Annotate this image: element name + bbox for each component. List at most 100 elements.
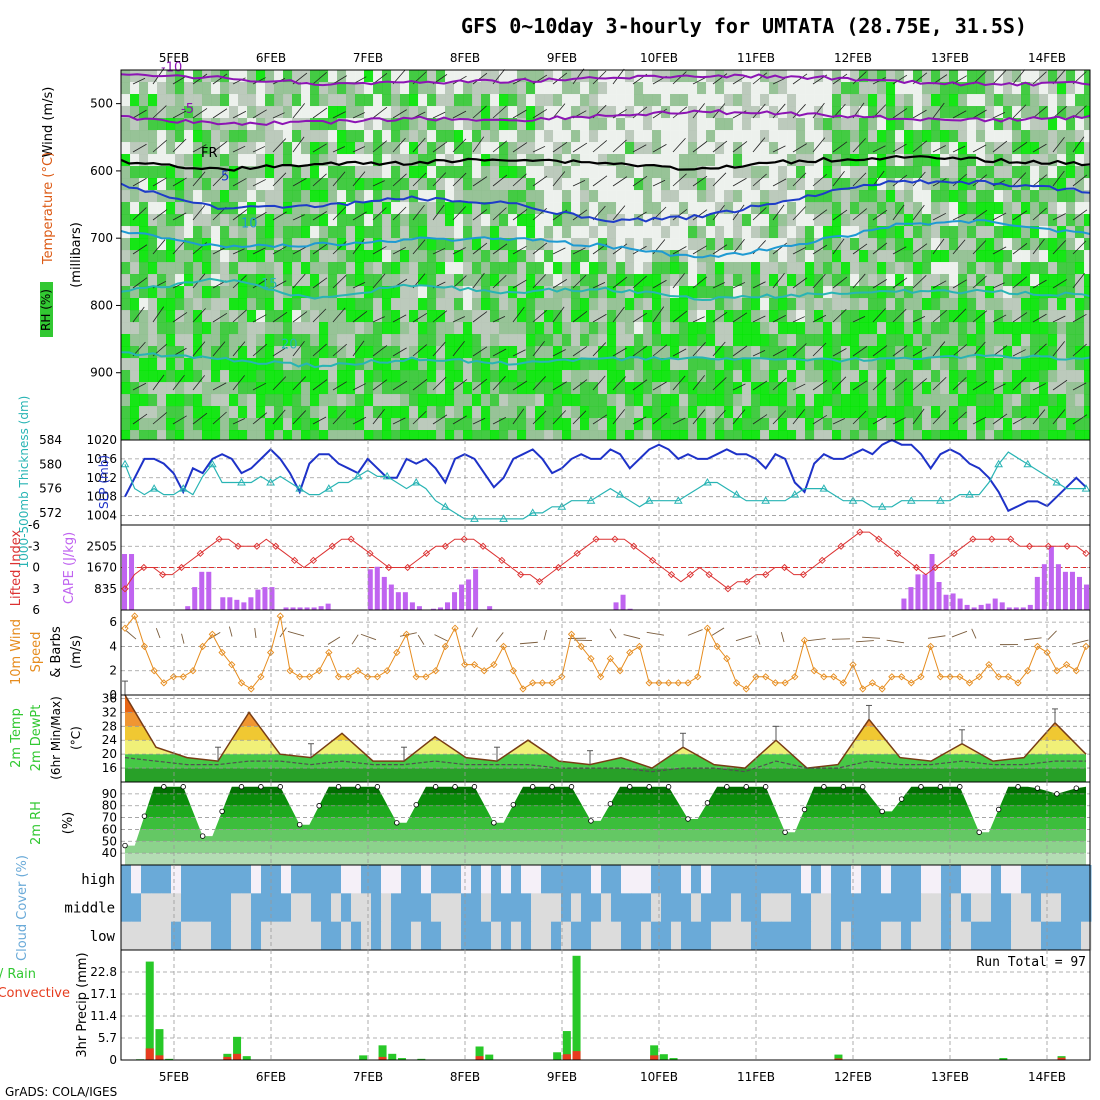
wind-barb: [352, 146, 366, 153]
wind-barb: [372, 316, 385, 323]
wind-barb: [672, 348, 687, 357]
wind-barb: [372, 273, 386, 289]
rh-cell: [634, 166, 644, 179]
rh-cell: [247, 262, 257, 275]
wind-barb: [932, 280, 947, 289]
rh-cell: [607, 238, 617, 251]
rh-cell: [976, 166, 986, 179]
rh-cell: [994, 214, 1004, 227]
rh-cell: [733, 382, 743, 395]
wind-barb: [892, 204, 905, 221]
cloud-cell: [231, 865, 242, 894]
thickness-marker: [295, 484, 305, 492]
wind-barb: [872, 279, 888, 289]
rh-cell: [310, 298, 320, 311]
thickness-marker: [703, 478, 712, 486]
rh-cell: [643, 346, 653, 359]
rh-cell: [148, 238, 158, 251]
rh-cell: [589, 214, 599, 227]
thickness-marker: [790, 490, 800, 498]
rh-cell: [454, 334, 464, 347]
rh-cell: [688, 334, 698, 347]
rh-cell: [148, 118, 158, 131]
rh-cell: [895, 394, 905, 407]
rh-cell: [841, 274, 851, 287]
rh-cell: [427, 382, 437, 395]
rh-cell: [994, 286, 1004, 299]
rh-cell: [517, 394, 527, 407]
rh-cell: [220, 274, 230, 287]
rh-cell: [940, 346, 950, 359]
bottom-date-label: 6FEB: [256, 1070, 286, 1084]
rh-cell: [454, 250, 464, 263]
rh-cell: [661, 82, 671, 95]
rh-cell: [940, 94, 950, 107]
rh-cell: [688, 418, 698, 431]
rh-cell: [751, 370, 761, 383]
rh-cell: [418, 70, 428, 83]
cape-bar: [487, 606, 493, 610]
rh-cell: [625, 118, 635, 131]
rh-cell: [625, 238, 635, 251]
rh-cell: [724, 298, 734, 311]
rh-cell: [436, 274, 446, 287]
rh-cell: [130, 382, 140, 395]
rh-cell: [301, 298, 311, 311]
rh-cell: [526, 238, 536, 251]
rh-cell: [445, 418, 455, 431]
rh-cell: [868, 250, 878, 263]
rh-cell: [661, 178, 671, 191]
rh-cell: [967, 118, 977, 131]
rh-cell: [814, 430, 824, 440]
wind-barb: [812, 342, 827, 357]
cloud-cell: [151, 893, 162, 923]
rh-cell: [490, 202, 500, 215]
wind-marker: [810, 667, 818, 675]
cloud-cell: [281, 865, 292, 894]
rh-cell: [1030, 334, 1040, 347]
wind-barb: [272, 376, 287, 391]
precip-bar: [417, 1058, 426, 1060]
rh-cell: [886, 178, 896, 191]
wind-barb: [912, 243, 928, 255]
rh-cell: [130, 406, 140, 419]
rh-cell: [751, 82, 761, 95]
rh-cell: [373, 154, 383, 167]
cape-bar: [206, 571, 212, 610]
rh-cell: [769, 430, 779, 440]
rh-cell: [859, 310, 869, 323]
rh-cell: [913, 94, 923, 107]
wind-barb: [232, 110, 247, 119]
axis-label-2m-dewpt: 2m DewPt: [29, 705, 44, 772]
rh-marker: [898, 796, 905, 802]
rh-cell: [319, 298, 329, 311]
rh-cell: [544, 394, 554, 407]
rh-cell: [733, 82, 743, 95]
wind-tick-label: 0: [109, 688, 117, 702]
rh-cell: [571, 358, 581, 371]
rh-cell: [211, 226, 221, 239]
cloud-cell: [461, 865, 472, 894]
rh-cell: [805, 82, 815, 95]
rh-cell: [517, 346, 527, 359]
wind-barb: [492, 376, 506, 391]
cloud-cell: [641, 865, 652, 894]
rh-cell: [202, 226, 212, 239]
rh-cell: [886, 202, 896, 215]
contour-label: -10: [161, 60, 182, 75]
wind-marker: [257, 673, 265, 681]
wind-barb: [732, 282, 746, 289]
rh-cell: [508, 334, 518, 347]
rh-cell: [922, 94, 932, 107]
rh-cell: [508, 394, 518, 407]
rh-cell: [706, 322, 716, 335]
rh-cell: [166, 370, 176, 383]
rh-tick-label: 90: [102, 787, 117, 801]
wind-barb: [732, 141, 748, 153]
rh-cell: [1057, 178, 1067, 191]
cape-bar: [255, 589, 261, 610]
rh-cell: [967, 322, 977, 335]
rh-cell: [1066, 166, 1076, 179]
rh-cell: [886, 430, 896, 440]
rh-cell: [733, 358, 743, 371]
